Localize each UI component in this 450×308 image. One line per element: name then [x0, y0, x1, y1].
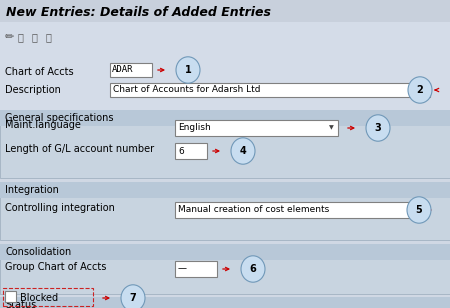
- Text: 5: 5: [416, 205, 423, 215]
- Text: Chart of Accounts for Adarsh Ltd: Chart of Accounts for Adarsh Ltd: [113, 86, 261, 95]
- Text: 💾: 💾: [18, 32, 24, 42]
- FancyBboxPatch shape: [0, 297, 450, 308]
- Text: Status: Status: [5, 300, 36, 308]
- FancyBboxPatch shape: [0, 110, 450, 178]
- Text: Integration: Integration: [5, 185, 59, 195]
- Text: 2: 2: [417, 85, 423, 95]
- FancyBboxPatch shape: [0, 182, 450, 198]
- Text: 6: 6: [250, 264, 256, 274]
- FancyBboxPatch shape: [175, 261, 217, 277]
- Text: Description: Description: [5, 85, 61, 95]
- FancyBboxPatch shape: [0, 110, 450, 126]
- Text: Blocked: Blocked: [20, 293, 58, 303]
- Ellipse shape: [231, 138, 255, 164]
- Text: Controlling integration: Controlling integration: [5, 203, 115, 213]
- Text: Consolidation: Consolidation: [5, 247, 71, 257]
- FancyBboxPatch shape: [5, 291, 16, 302]
- Ellipse shape: [366, 115, 390, 141]
- FancyBboxPatch shape: [0, 244, 450, 294]
- Text: ▼: ▼: [407, 208, 412, 213]
- Text: English: English: [178, 124, 211, 132]
- Ellipse shape: [121, 285, 145, 308]
- Ellipse shape: [241, 256, 265, 282]
- FancyBboxPatch shape: [0, 22, 450, 60]
- Text: ADAR: ADAR: [112, 66, 134, 75]
- Text: 6: 6: [178, 147, 184, 156]
- Ellipse shape: [176, 57, 200, 83]
- Text: Group Chart of Accts: Group Chart of Accts: [5, 262, 106, 272]
- Text: Chart of Accts: Chart of Accts: [5, 67, 74, 77]
- Text: 🔒: 🔒: [32, 32, 38, 42]
- Text: Manual creation of cost elements: Manual creation of cost elements: [178, 205, 329, 214]
- FancyBboxPatch shape: [175, 202, 416, 218]
- Text: ✏: ✏: [5, 32, 14, 42]
- FancyBboxPatch shape: [0, 244, 450, 260]
- FancyBboxPatch shape: [0, 0, 450, 22]
- Ellipse shape: [407, 197, 431, 223]
- Text: 4: 4: [240, 146, 247, 156]
- FancyBboxPatch shape: [0, 297, 450, 308]
- Text: 7: 7: [130, 293, 136, 303]
- FancyBboxPatch shape: [0, 182, 450, 240]
- Text: New Entries: Details of Added Entries: New Entries: Details of Added Entries: [6, 6, 271, 19]
- FancyBboxPatch shape: [175, 120, 338, 136]
- Text: General specifications: General specifications: [5, 113, 113, 123]
- FancyBboxPatch shape: [175, 143, 207, 159]
- FancyBboxPatch shape: [110, 63, 152, 77]
- Text: 📋: 📋: [46, 32, 52, 42]
- FancyBboxPatch shape: [110, 83, 430, 97]
- Text: Maint.language: Maint.language: [5, 120, 81, 130]
- Text: 3: 3: [374, 123, 382, 133]
- Text: 1: 1: [184, 65, 191, 75]
- FancyBboxPatch shape: [0, 60, 450, 110]
- FancyBboxPatch shape: [416, 202, 428, 218]
- Text: ▼: ▼: [419, 208, 424, 213]
- Text: ▼: ▼: [329, 125, 334, 131]
- Text: Length of G/L account number: Length of G/L account number: [5, 144, 154, 154]
- Ellipse shape: [408, 77, 432, 103]
- Text: —: —: [178, 265, 187, 274]
